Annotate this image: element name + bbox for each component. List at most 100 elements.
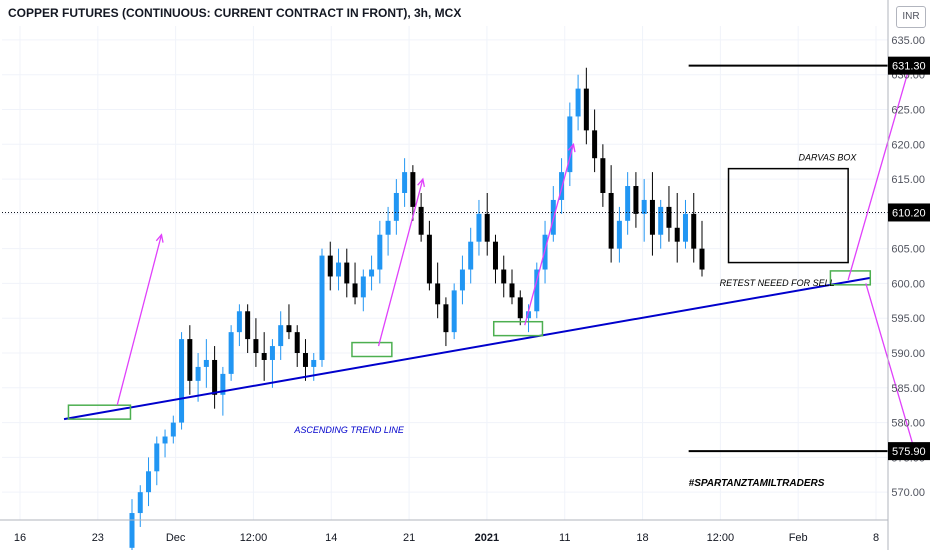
arrow-head: [417, 177, 426, 188]
last-price-tag: [888, 203, 930, 222]
price-tick-label: 600.00: [891, 278, 925, 290]
price-tick-label: 615.00: [891, 174, 925, 186]
candle-body: [459, 269, 465, 291]
candle-body: [278, 325, 284, 347]
watermark-annotation: #SPARTANZTAMILTRADERS: [689, 478, 825, 489]
candle-body: [269, 346, 275, 360]
time-tick-label: 2021: [475, 532, 499, 544]
target-level-label: 631.30: [892, 61, 926, 73]
time-tick-label: 11: [559, 532, 570, 544]
candle-body: [129, 513, 135, 548]
projection-arrow: [377, 178, 424, 347]
candle-body: [170, 422, 176, 437]
candle-body: [443, 304, 449, 333]
candle-body: [253, 339, 259, 354]
candle-body: [385, 220, 391, 235]
candle-body: [154, 443, 160, 472]
candle-body: [592, 130, 598, 159]
darvas-box-label: DARVAS BOX: [799, 153, 858, 163]
drawings: ASCENDING TREND LINE DARVAS BOX RETEST NEE…: [2, 62, 917, 489]
support-box: [492, 320, 544, 337]
time-tick-label: 21: [403, 532, 415, 544]
time-tick-label: Feb: [789, 532, 808, 544]
candle-body: [393, 192, 399, 221]
candle-body: [691, 213, 697, 249]
candle-body: [402, 172, 408, 193]
projection-arrow: [116, 234, 163, 406]
candle-body: [319, 255, 325, 360]
candle-body: [228, 332, 234, 374]
time-tick-label: 12:00: [240, 532, 268, 544]
darvas-box: [727, 167, 849, 264]
currency-button[interactable]: INR: [896, 6, 926, 28]
candle-body: [468, 241, 474, 270]
candle-body: [179, 339, 185, 423]
chart-title: COPPER FUTURES (CONTINUOUS: CURRENT CONT…: [8, 6, 462, 20]
candle-body: [509, 283, 515, 298]
candle-body: [286, 325, 292, 333]
time-tick-label: 12:00: [707, 532, 735, 544]
candle-body: [575, 88, 581, 117]
target-level-tag: [888, 442, 930, 461]
candle-body: [616, 220, 622, 249]
candle-body: [360, 276, 366, 298]
time-tick-label: 18: [636, 532, 648, 544]
candle-body: [649, 199, 655, 235]
retest-annotation: RETEST NEEED FOR SELL: [720, 278, 835, 288]
candle-body: [699, 248, 705, 270]
price-tick-label: 625.00: [891, 104, 925, 116]
price-tick-label: 595.00: [891, 313, 925, 325]
candle-body: [435, 283, 441, 305]
candle-body: [162, 436, 168, 444]
candle-body: [658, 206, 664, 235]
arrow-head: [567, 142, 576, 153]
candle-body: [377, 234, 383, 270]
candle-body: [146, 471, 152, 493]
ascending-trend-line: [63, 276, 871, 421]
time-tick-label: Dec: [166, 532, 186, 544]
candle-body: [187, 339, 193, 381]
projection-arrow: [847, 64, 911, 281]
candle-body: [195, 366, 201, 381]
candle-body: [666, 206, 672, 228]
price-tick-label: 570.00: [891, 487, 925, 499]
price-tick-label: 635.00: [891, 35, 925, 47]
candle-body: [501, 269, 507, 284]
candle-body: [682, 213, 688, 242]
candle-body: [410, 172, 416, 207]
candle-body: [236, 311, 242, 333]
target-level-label: 575.90: [892, 446, 926, 458]
candle-body: [641, 199, 647, 214]
candle-body: [369, 269, 375, 277]
candle-body: [517, 297, 523, 319]
target-level-tag: [888, 56, 930, 75]
price-tick-label: 580.00: [891, 418, 925, 430]
last-price-label: 610.20: [892, 207, 926, 219]
candle-body: [344, 262, 350, 284]
price-tick-label: 620.00: [891, 139, 925, 151]
candle-body: [220, 373, 226, 395]
candle-body: [534, 269, 540, 312]
candle-body: [633, 186, 639, 214]
candle-body: [484, 213, 490, 242]
candle-body: [625, 186, 631, 221]
candle-body: [352, 283, 358, 298]
candle-body: [567, 116, 573, 173]
candle-body: [476, 213, 482, 242]
candle-body: [418, 206, 424, 235]
candle-body: [302, 353, 308, 367]
time-tick-label: 16: [14, 532, 26, 544]
candle-body: [608, 192, 614, 249]
candle-body: [327, 255, 333, 277]
projection-arrow: [524, 144, 575, 326]
candle-body: [426, 234, 432, 284]
candle-body: [294, 332, 300, 354]
price-tick-label: 585.00: [891, 383, 925, 395]
price-tick-label: 590.00: [891, 348, 925, 360]
candle-body: [674, 227, 680, 242]
grid: [2, 26, 888, 520]
candle-body: [526, 311, 532, 319]
price-tick-label: 605.00: [891, 244, 925, 256]
